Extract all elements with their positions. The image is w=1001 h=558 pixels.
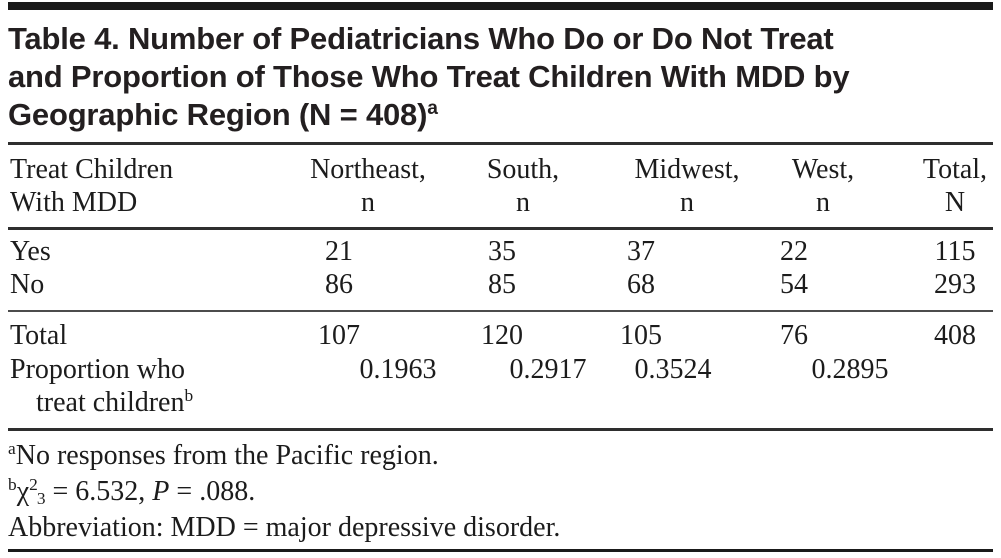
footnote-a-marker: a: [8, 439, 16, 459]
cell-total-midwest: 105: [620, 320, 662, 351]
row-label-proportion-line-1: Proportion who: [10, 354, 185, 385]
footnote-abbreviation: Abbreviation: MDD = major depressive dis…: [8, 512, 561, 543]
row-label-no: No: [10, 269, 45, 300]
cell-no-west: 54: [780, 269, 808, 300]
column-header-total: Total, N: [922, 154, 988, 218]
footnote-b-marker: b: [8, 475, 17, 495]
chi-subscript: 3: [36, 488, 46, 508]
stub-header-line-2: With MDD: [10, 187, 138, 218]
cell-proportion-midwest: 0.3524: [634, 354, 712, 385]
table-title-line-2: and Proportion of Those Who Treat Childr…: [8, 59, 850, 94]
cell-total-west: 76: [780, 320, 808, 351]
cell-no-northeast: 86: [325, 269, 353, 300]
cell-yes-west: 22: [780, 236, 808, 267]
footnote-rule: [8, 428, 993, 431]
proportion-footnote-marker-b: b: [184, 386, 194, 406]
column-header-stub: Treat Children With MDD: [10, 153, 280, 219]
column-header-northeast: Northeast, n: [310, 154, 426, 218]
bottom-rule: [8, 549, 993, 552]
table-title: Table 4. Number of Pediatricians Who Do …: [8, 20, 996, 134]
cell-total-northeast: 107: [318, 320, 360, 351]
row-label-proportion-line-2: treat childrenb: [36, 386, 194, 418]
footnote-a: aNo responses from the Pacific region.: [8, 439, 439, 471]
cell-proportion-northeast: 0.1963: [359, 354, 437, 385]
column-header-midwest: Midwest, n: [634, 154, 740, 218]
cell-yes-total: 115: [934, 236, 976, 267]
cell-total-south: 120: [481, 320, 523, 351]
cell-no-south: 85: [488, 269, 516, 300]
chi-superscript: 2: [29, 475, 38, 495]
header-rule: [8, 227, 993, 230]
footnotes: aNo responses from the Pacific region. b…: [8, 438, 993, 546]
cell-yes-south: 35: [488, 236, 516, 267]
column-header-south: South, n: [486, 154, 560, 218]
stub-header-line-1: Treat Children: [10, 154, 174, 185]
footnote-b: bχ23 = 6.532, P = .088.: [8, 475, 256, 508]
cell-proportion-south: 0.2917: [509, 354, 587, 385]
title-rule: [8, 142, 993, 145]
cell-yes-midwest: 37: [627, 236, 655, 267]
cell-no-midwest: 68: [627, 269, 655, 300]
row-label-yes: Yes: [10, 236, 51, 267]
cell-proportion-west: 0.2895: [811, 354, 889, 385]
top-rule: [8, 2, 993, 10]
chi-symbol: χ: [16, 476, 30, 507]
cell-yes-northeast: 21: [325, 236, 353, 267]
section-rule: [8, 310, 993, 312]
row-label-total: Total: [10, 320, 68, 351]
p-value-symbol: P: [152, 476, 170, 507]
table-title-line-3: Geographic Region (N = 408)a: [8, 97, 438, 132]
cell-no-total: 293: [934, 269, 976, 300]
cell-total-total: 408: [934, 320, 976, 351]
column-header-west: West, n: [791, 154, 855, 218]
table-title-line-1: Table 4. Number of Pediatricians Who Do …: [8, 21, 834, 56]
title-footnote-marker-a: a: [427, 98, 438, 120]
